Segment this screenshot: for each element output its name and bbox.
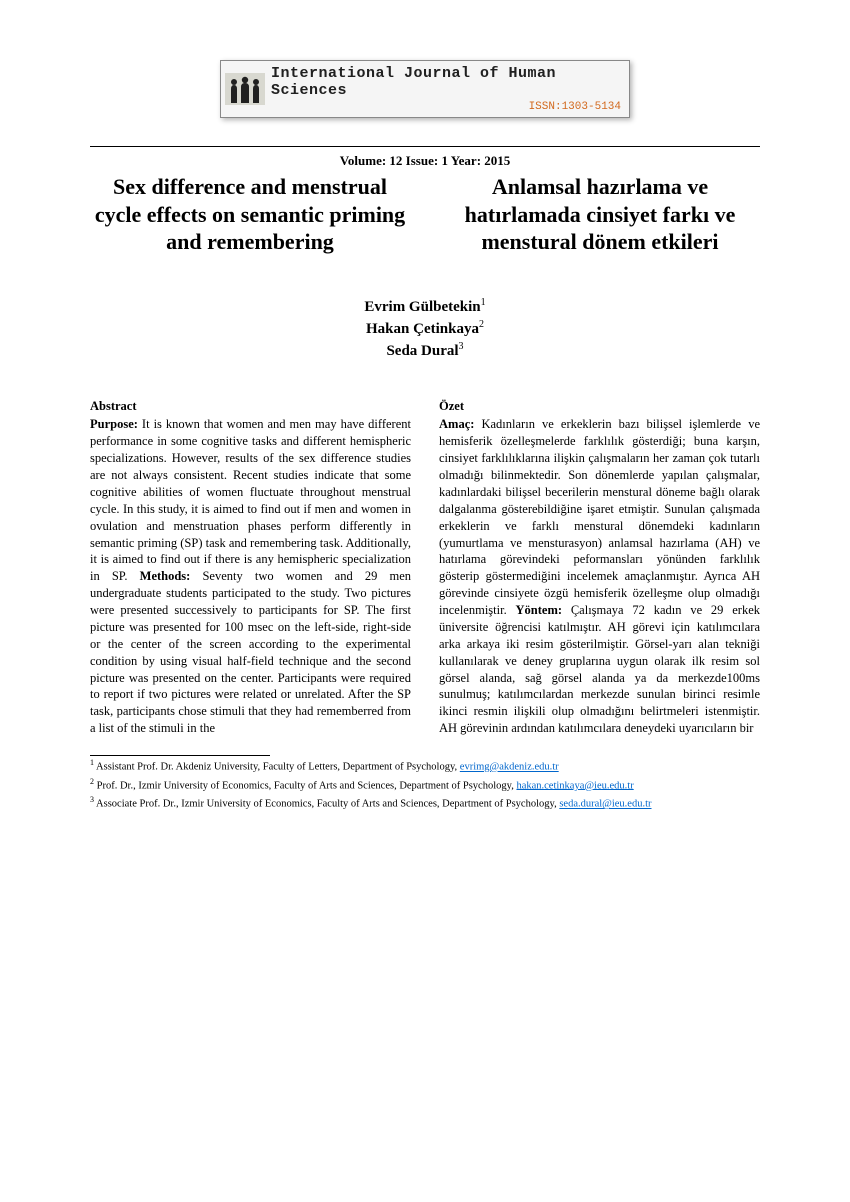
footnotes-block: 1 Assistant Prof. Dr. Akdeniz University…: [90, 756, 760, 812]
footnote-2: 2 Prof. Dr., Izmir University of Economi…: [90, 777, 760, 794]
abstract-heading-en: Abstract: [90, 398, 411, 415]
people-silhouette-icon: [225, 73, 265, 105]
journal-banner: International Journal of Human Sciences …: [220, 60, 630, 118]
title-english: Sex difference and menstrual cycle effec…: [90, 173, 410, 256]
purpose-text: It is known that women and men may have …: [90, 417, 411, 583]
authors-block: Evrim Gülbetekin1 Hakan Çetinkaya2 Seda …: [90, 296, 760, 362]
author-1: Evrim Gülbetekin1: [90, 296, 760, 318]
methods-text: Seventy two women and 29 men undergradua…: [90, 569, 411, 735]
email-link-2[interactable]: hakan.cetinkaya@ieu.edu.tr: [516, 780, 633, 791]
email-link-1[interactable]: evrimg@akdeniz.edu.tr: [460, 762, 559, 773]
title-turkish: Anlamsal hazırlama ve hatırlamada cinsiy…: [440, 173, 760, 256]
purpose-label: Purpose:: [90, 417, 138, 431]
abstract-heading-tr: Özet: [439, 398, 760, 415]
email-link-3[interactable]: seda.dural@ieu.edu.tr: [559, 799, 651, 810]
author-2: Hakan Çetinkaya2: [90, 318, 760, 340]
banner-text: International Journal of Human Sciences …: [271, 65, 621, 113]
amac-text: Kadınların ve erkeklerin bazı bilişsel i…: [439, 417, 760, 617]
titles-row: Sex difference and menstrual cycle effec…: [90, 173, 760, 256]
abstract-body-en: Purpose: It is known that women and men …: [90, 416, 411, 737]
yontem-text: Çalışmaya 72 kadın ve 29 erkek üniversit…: [439, 603, 760, 735]
abstract-english: Abstract Purpose: It is known that women…: [90, 398, 411, 738]
footnote-1: 1 Assistant Prof. Dr. Akdeniz University…: [90, 758, 760, 775]
author-3: Seda Dural3: [90, 340, 760, 362]
volume-issue-year: Volume: 12 Issue: 1 Year: 2015: [90, 153, 760, 169]
top-rule: [90, 146, 760, 147]
abstract-body-tr: Amaç: Kadınların ve erkeklerin bazı bili…: [439, 416, 760, 737]
amac-label: Amaç:: [439, 417, 474, 431]
yontem-label: Yöntem:: [516, 603, 563, 617]
journal-title: International Journal of Human Sciences: [271, 65, 621, 99]
methods-label: Methods:: [140, 569, 191, 583]
journal-issn: ISSN:1303-5134: [271, 101, 621, 113]
footnote-3: 3 Associate Prof. Dr., Izmir University …: [90, 795, 760, 812]
abstracts-row: Abstract Purpose: It is known that women…: [90, 398, 760, 738]
abstract-turkish: Özet Amaç: Kadınların ve erkeklerin bazı…: [439, 398, 760, 738]
